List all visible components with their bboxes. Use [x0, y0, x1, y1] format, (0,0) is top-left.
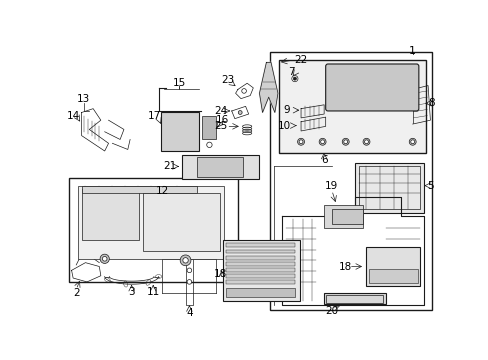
Bar: [366, 247, 420, 286]
FancyBboxPatch shape: [325, 64, 418, 111]
Bar: [225, 249, 294, 253]
Text: 18: 18: [213, 269, 226, 279]
Text: 2: 2: [73, 288, 80, 298]
Bar: [225, 274, 294, 278]
Bar: [324, 293, 385, 304]
Bar: [331, 209, 362, 224]
Bar: [161, 112, 199, 151]
Bar: [182, 155, 258, 180]
Ellipse shape: [293, 77, 296, 80]
Text: 6: 6: [320, 155, 327, 165]
Bar: [225, 288, 294, 297]
Ellipse shape: [364, 140, 367, 144]
Bar: [81, 186, 197, 193]
Text: 11: 11: [146, 287, 160, 297]
Text: 8: 8: [428, 98, 434, 108]
Text: 9: 9: [284, 105, 290, 115]
Bar: [202, 116, 216, 139]
Bar: [324, 205, 362, 228]
Text: 20: 20: [325, 306, 338, 316]
Text: 7: 7: [287, 67, 294, 77]
Ellipse shape: [183, 258, 188, 263]
Text: 22: 22: [294, 55, 307, 65]
Bar: [358, 166, 420, 209]
Text: 3: 3: [128, 287, 135, 297]
Bar: [197, 157, 243, 177]
Text: 16: 16: [215, 115, 229, 125]
Ellipse shape: [408, 138, 415, 145]
Ellipse shape: [100, 254, 109, 264]
Text: 23: 23: [221, 75, 234, 85]
Ellipse shape: [362, 138, 369, 145]
Bar: [143, 193, 220, 251]
Text: 15: 15: [172, 78, 185, 88]
Text: 4: 4: [186, 308, 192, 318]
Ellipse shape: [299, 140, 303, 144]
Text: 25: 25: [214, 121, 227, 131]
Bar: [368, 269, 417, 283]
Polygon shape: [259, 62, 277, 112]
Ellipse shape: [342, 138, 348, 145]
Bar: [225, 256, 294, 260]
Bar: [68, 178, 238, 282]
Text: 18: 18: [338, 261, 352, 271]
Text: 5: 5: [426, 181, 433, 191]
Bar: [222, 239, 299, 301]
Text: 14: 14: [67, 111, 81, 121]
Ellipse shape: [297, 138, 304, 145]
Bar: [326, 295, 383, 303]
Text: 19: 19: [325, 181, 338, 191]
Ellipse shape: [187, 268, 191, 273]
Bar: [279, 60, 425, 153]
Text: 17: 17: [148, 111, 161, 121]
Bar: [270, 53, 431, 310]
Text: 21: 21: [163, 161, 176, 171]
Ellipse shape: [180, 255, 190, 266]
Bar: [225, 243, 294, 247]
Bar: [225, 262, 294, 266]
Ellipse shape: [206, 142, 212, 148]
Ellipse shape: [410, 140, 414, 144]
Text: 1: 1: [408, 46, 415, 56]
Text: 12: 12: [156, 186, 169, 196]
Text: 24: 24: [214, 106, 227, 116]
Bar: [354, 163, 424, 213]
Ellipse shape: [319, 138, 325, 145]
Bar: [81, 189, 139, 239]
Text: 13: 13: [77, 94, 90, 104]
Ellipse shape: [238, 111, 242, 114]
Ellipse shape: [102, 256, 107, 261]
Ellipse shape: [187, 280, 191, 284]
Ellipse shape: [241, 89, 246, 93]
Ellipse shape: [343, 140, 347, 144]
Text: 10: 10: [277, 121, 290, 131]
Bar: [225, 280, 294, 284]
Bar: [225, 268, 294, 272]
Ellipse shape: [291, 76, 297, 82]
Ellipse shape: [320, 140, 324, 144]
Bar: [78, 186, 224, 259]
